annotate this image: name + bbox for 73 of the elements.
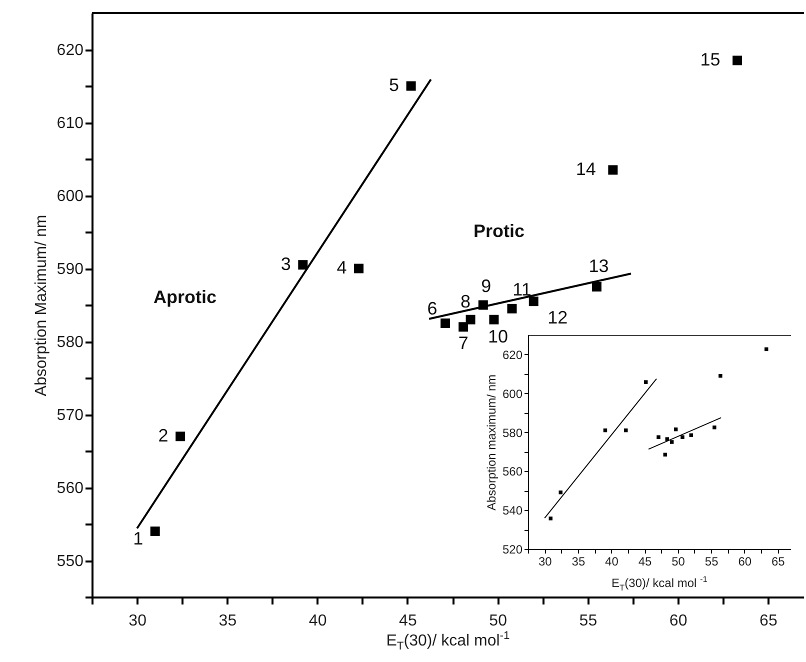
point bbox=[507, 304, 517, 314]
annotation: Protic bbox=[473, 221, 525, 242]
x-tick-label: 65 bbox=[772, 554, 786, 568]
annotation: 6 bbox=[427, 298, 438, 318]
annotation: 8 bbox=[460, 292, 471, 312]
x-tick-label: 60 bbox=[738, 554, 752, 568]
point bbox=[592, 282, 602, 292]
x-tick-label: 55 bbox=[579, 612, 598, 630]
point bbox=[732, 56, 742, 66]
annotation: 5 bbox=[389, 75, 400, 95]
annotation: Aprotic bbox=[154, 287, 216, 308]
x-tick-label: 40 bbox=[308, 612, 327, 630]
x-tick-label: 30 bbox=[128, 612, 147, 630]
x-tick-label: 35 bbox=[218, 612, 237, 630]
point bbox=[466, 314, 476, 324]
x-tick-label: 50 bbox=[489, 612, 508, 630]
annotation: 4 bbox=[336, 258, 347, 278]
annotation: 13 bbox=[588, 256, 609, 276]
y-tick-label: 600 bbox=[56, 188, 84, 205]
annotation: 10 bbox=[488, 326, 508, 347]
annotation: 9 bbox=[481, 276, 492, 296]
point bbox=[528, 296, 538, 306]
y-tick-label: 580 bbox=[56, 334, 84, 351]
x-tick-label: 45 bbox=[399, 612, 417, 630]
y-tick-label: 550 bbox=[56, 553, 84, 570]
point bbox=[548, 516, 553, 520]
annotation: 11 bbox=[512, 280, 532, 300]
point bbox=[656, 435, 660, 440]
y-tick-label: 520 bbox=[502, 542, 523, 556]
x-tick-label: 40 bbox=[605, 554, 619, 568]
annotation: 14 bbox=[576, 158, 596, 179]
annotation: 15 bbox=[700, 49, 720, 70]
x-axis-title: E$_{T}$(30)/ kcal mol$^{-1}$ bbox=[386, 630, 510, 653]
point bbox=[150, 526, 160, 536]
annotation: 3 bbox=[280, 254, 291, 274]
point bbox=[489, 314, 499, 324]
x-axis-title: E$_{T}$(30)/ kcal mol $^{-1}$ bbox=[612, 574, 708, 592]
y-tick-label: 610 bbox=[56, 115, 84, 132]
y-tick-label: 560 bbox=[56, 480, 84, 497]
annotation: 2 bbox=[158, 425, 168, 446]
x-tick-label: 50 bbox=[672, 554, 686, 568]
y-tick-label: 620 bbox=[56, 42, 84, 59]
point bbox=[298, 260, 308, 270]
x-tick-label: 60 bbox=[669, 612, 688, 630]
y-tick-label: 620 bbox=[502, 348, 523, 362]
y-axis-title: Absorption maximum/ nm bbox=[484, 374, 498, 511]
y-tick-label: 570 bbox=[56, 407, 84, 424]
x-tick-label: 30 bbox=[538, 554, 552, 568]
point bbox=[644, 380, 648, 384]
x-tick-label: 65 bbox=[760, 612, 778, 630]
x-tick-label: 35 bbox=[572, 554, 586, 568]
x-tick-label: 55 bbox=[704, 554, 719, 568]
y-axis-title: Absorption Maximum/ nm bbox=[32, 214, 50, 396]
annotation: 7 bbox=[458, 332, 468, 353]
point bbox=[440, 318, 450, 328]
point bbox=[670, 440, 674, 444]
y-tick-label: 580 bbox=[502, 426, 523, 440]
point bbox=[608, 165, 618, 175]
point bbox=[712, 426, 716, 430]
point bbox=[176, 432, 186, 442]
y-tick-label: 540 bbox=[502, 504, 523, 518]
point bbox=[354, 264, 364, 274]
point bbox=[458, 322, 468, 332]
point bbox=[680, 435, 684, 440]
annotation: 12 bbox=[548, 307, 568, 328]
annotation: 1 bbox=[133, 528, 144, 548]
y-tick-label: 590 bbox=[56, 261, 84, 278]
point bbox=[406, 81, 416, 91]
y-tick-label: 560 bbox=[502, 464, 523, 479]
y-tick-label: 600 bbox=[502, 386, 523, 401]
x-tick-label: 45 bbox=[638, 554, 652, 568]
point bbox=[558, 490, 562, 494]
point bbox=[718, 374, 722, 378]
